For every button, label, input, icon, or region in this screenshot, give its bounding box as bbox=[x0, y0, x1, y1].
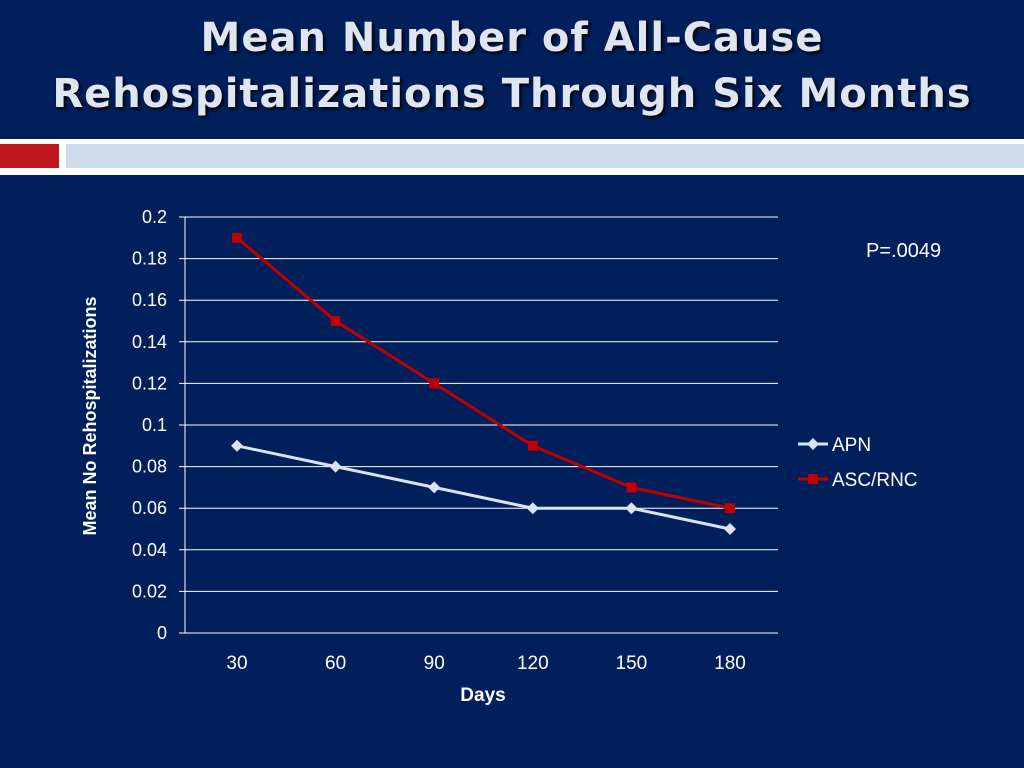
y-tick-label: 0.16 bbox=[132, 290, 167, 310]
y-tick-label: 0 bbox=[157, 623, 167, 643]
data-point-asc-rnc bbox=[429, 378, 440, 389]
x-tick-label: 90 bbox=[424, 653, 445, 674]
divider-red-accent bbox=[0, 144, 59, 168]
x-tick-label: 180 bbox=[714, 653, 746, 674]
legend-label-asc-rnc: ASC/RNC bbox=[832, 470, 918, 491]
slide-title: Mean Number of All-Cause Rehospitalizati… bbox=[0, 10, 1024, 122]
y-tick-label: 0.02 bbox=[132, 581, 167, 601]
data-point-apn bbox=[724, 523, 736, 535]
legend-marker-asc-rnc bbox=[808, 474, 818, 484]
legend-marker-apn bbox=[807, 438, 819, 450]
y-tick-label: 0.06 bbox=[132, 498, 167, 518]
y-tick-label: 0.12 bbox=[132, 373, 167, 393]
p-value-annotation: P=.0049 bbox=[866, 240, 942, 262]
divider-light-band bbox=[66, 144, 1024, 168]
data-point-apn bbox=[526, 502, 539, 515]
title-line-1: Mean Number of All-Cause bbox=[200, 15, 824, 61]
slide-content: 0 0.02 0.04 0.06 0.08 0.1 0.12 0.14 0.16 0.18 0.2 3… bbox=[0, 175, 1024, 768]
y-tick-label: 0.08 bbox=[132, 457, 167, 477]
x-axis-title: Days bbox=[460, 685, 505, 706]
y-tick-label: 0.1 bbox=[142, 415, 167, 435]
series-line-asc-rnc bbox=[236, 236, 731, 510]
x-tick-label: 60 bbox=[325, 653, 346, 674]
data-point-apn bbox=[428, 481, 441, 494]
y-tick-label: 0.14 bbox=[132, 332, 167, 352]
data-point-apn bbox=[231, 439, 243, 452]
title-line-2: Rehospitalizations Through Six Months bbox=[52, 71, 972, 117]
data-point-asc-rnc bbox=[232, 232, 242, 243]
y-tick-label: 0.04 bbox=[132, 540, 167, 560]
y-axis-title: Mean No Rehospitalizations bbox=[80, 296, 100, 535]
x-tick-label: 30 bbox=[226, 653, 247, 674]
data-point-asc-rnc bbox=[527, 440, 538, 451]
line-chart: 0 0.02 0.04 0.06 0.08 0.1 0.12 0.14 0.16 0.18 0.2 3… bbox=[80, 207, 918, 706]
y-tick-label: 0.18 bbox=[132, 249, 167, 269]
x-tick-label: 120 bbox=[517, 653, 549, 674]
data-point-asc-rnc bbox=[626, 482, 637, 493]
data-point-apn bbox=[625, 502, 638, 515]
legend-label-apn: APN bbox=[832, 435, 871, 456]
series-line-apn bbox=[236, 444, 731, 531]
y-tick-label: 0.2 bbox=[142, 207, 167, 227]
data-point-apn bbox=[329, 460, 342, 473]
x-tick-label: 150 bbox=[616, 653, 648, 674]
data-point-asc-rnc bbox=[330, 316, 341, 326]
data-point-asc-rnc bbox=[725, 503, 735, 514]
